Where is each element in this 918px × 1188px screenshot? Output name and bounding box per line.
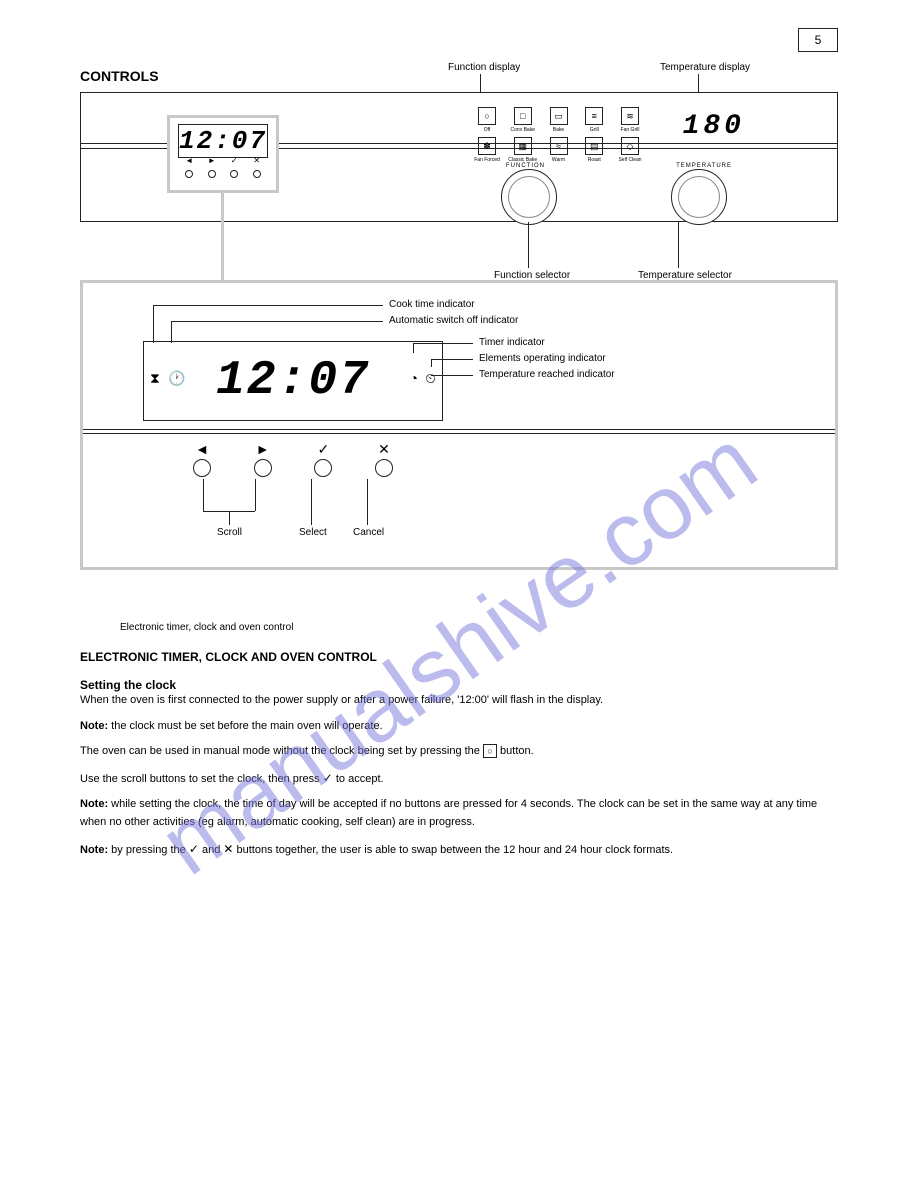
select-button[interactable]: ✓ xyxy=(314,441,332,477)
select-label: Select xyxy=(299,527,327,538)
temperature-selector-knob[interactable] xyxy=(671,169,727,225)
scroll-left-button[interactable]: ◄ xyxy=(193,441,211,477)
timer-btn-right: ► xyxy=(208,156,216,178)
cancel-label: Cancel xyxy=(353,527,384,538)
function-icon: ✽Fan Forced xyxy=(471,137,503,163)
clock-icon: 🕐 xyxy=(168,370,185,387)
setting-clock-note1: Note: the clock must be set before the m… xyxy=(80,718,838,736)
timer-module: 12:07 ◄ ► ✓ ✕ xyxy=(167,115,279,193)
function-selector-knob[interactable] xyxy=(501,169,557,225)
function-label: FUNCTION xyxy=(506,163,545,169)
timer-btn-left: ◄ xyxy=(185,156,193,178)
func-display-callout: Function display xyxy=(448,62,520,73)
timer-btn-select: ✓ xyxy=(230,156,238,178)
function-icon: ▤Roast xyxy=(578,137,610,163)
setting-clock-line3: Use the scroll buttons to set the clock,… xyxy=(80,769,838,789)
setting-clock-heading: Setting the clock xyxy=(80,678,838,692)
timer-display: 12:07 xyxy=(178,124,268,158)
elements-indicator-label: Elements operating indicator xyxy=(479,353,606,364)
pointer-line xyxy=(528,222,529,268)
timer-module-callout: Electronic timer, clock and oven control xyxy=(120,622,293,633)
timer-btn-cancel: ✕ xyxy=(253,156,261,178)
timer-detail-box: ⧗ 🕐 12:07 ◔ ⏲ ◄ ► ✓ ✕ Cook time indicato… xyxy=(80,280,838,570)
clock-value-large: 12:07 xyxy=(216,354,370,408)
temp-reached-indicator-label: Temperature reached indicator xyxy=(479,369,615,380)
cancel-button[interactable]: ✕ xyxy=(375,441,393,477)
function-icon: ≈Warm xyxy=(543,137,575,163)
auto-off-indicator-label: Automatic switch off indicator xyxy=(389,315,518,326)
page-number: 5 xyxy=(798,28,838,52)
setting-clock-line2: The oven can be used in manual mode with… xyxy=(80,743,838,761)
clock-arrow-icon: ⏲ xyxy=(425,370,436,387)
timer-indicator-label: Timer indicator xyxy=(479,337,545,348)
x-icon: ✕ xyxy=(223,842,233,856)
timer-display-large: ⧗ 🕐 12:07 ◔ ⏲ xyxy=(143,341,443,421)
power-icon: ○ xyxy=(483,744,497,758)
function-icon-grid: ○Off□Conv Bake▭Bake≡Grill≋Fan Grill ✽Fan… xyxy=(471,107,646,163)
timer-section-heading: ELECTRONIC TIMER, CLOCK AND OVEN CONTROL xyxy=(80,650,838,664)
clock-value: 12:07 xyxy=(179,126,267,156)
page: 5 CONTROLS Temperature display Function … xyxy=(0,0,918,1188)
temp-display-callout: Temperature display xyxy=(660,62,750,73)
detail-button-row: ◄ ► ✓ ✕ xyxy=(193,441,393,477)
pointer-line xyxy=(678,222,679,268)
function-icon: □Conv Bake xyxy=(507,107,539,133)
temperature-label: TEMPERATURE xyxy=(676,163,732,169)
timer-button-row: ◄ ► ✓ ✕ xyxy=(178,156,268,184)
cook-time-indicator-label: Cook time indicator xyxy=(389,299,475,310)
function-icon: ▦Classic Bake xyxy=(507,137,539,163)
setting-clock-note3: Note: by pressing the ✓ and ✕ buttons to… xyxy=(80,840,838,860)
hourglass-icon: ⧗ xyxy=(150,370,160,387)
check-icon: ✓ xyxy=(189,842,199,856)
control-panel-diagram: 12:07 ◄ ► ✓ ✕ ○Off□Conv Bake▭Bake≡Grill≋… xyxy=(80,92,838,222)
function-icon: ◇Self Clean xyxy=(614,137,646,163)
function-icon: ≋Fan Grill xyxy=(614,107,646,133)
timer-icon: ◔ xyxy=(410,370,418,386)
setting-clock-line1: When the oven is first connected to the … xyxy=(80,692,838,710)
function-icon: ▭Bake xyxy=(543,107,575,133)
scroll-right-button[interactable]: ► xyxy=(254,441,272,477)
setting-clock-note2: Note: while setting the clock, the time … xyxy=(80,796,838,831)
function-icon: ○Off xyxy=(471,107,503,133)
scroll-label: Scroll xyxy=(217,527,242,538)
check-icon: ✓ xyxy=(323,771,333,785)
function-icon: ≡Grill xyxy=(578,107,610,133)
temperature-display: 180 xyxy=(683,111,745,142)
